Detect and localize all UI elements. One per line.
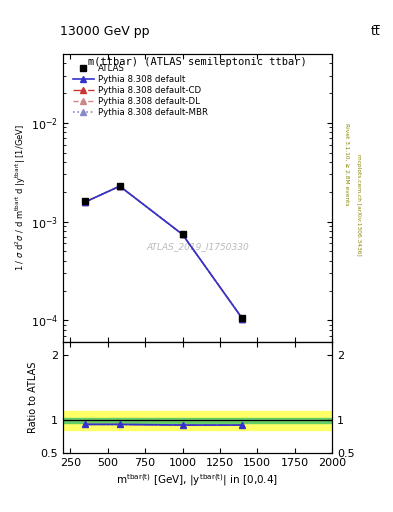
Legend: ATLAS, Pythia 8.308 default, Pythia 8.308 default-CD, Pythia 8.308 default-DL, P: ATLAS, Pythia 8.308 default, Pythia 8.30… [73, 64, 208, 117]
Pythia 8.308 default-DL [118, 183, 122, 189]
Line: Pythia 8.308 default-CD: Pythia 8.308 default-CD [83, 183, 245, 322]
Pythia 8.308 default-DL [180, 231, 185, 238]
Pythia 8.308 default-CD [180, 231, 185, 238]
ATLAS [83, 198, 88, 204]
Y-axis label: 1 / $\sigma$ d$^2\sigma$ / d m$^{\mathregular{tbar\mathregular{t}}}$ d |y$^{\mat: 1 / $\sigma$ d$^2\sigma$ / d m$^{\mathre… [13, 124, 28, 271]
Pythia 8.308 default [83, 199, 88, 205]
Pythia 8.308 default-MBR [118, 183, 122, 189]
Text: tt̅: tt̅ [371, 25, 380, 38]
Text: mcplots.cern.ch [arXiv:1306.3436]: mcplots.cern.ch [arXiv:1306.3436] [356, 154, 361, 255]
Pythia 8.308 default [180, 231, 185, 238]
Pythia 8.308 default-CD [118, 183, 122, 189]
X-axis label: m$^{\mathregular{tbar(t)}}$ [GeV], |y$^{\mathregular{tbar(t)}}$| in [0,0.4]: m$^{\mathregular{tbar(t)}}$ [GeV], |y$^{… [116, 472, 279, 488]
Pythia 8.308 default-DL [83, 199, 88, 205]
Pythia 8.308 default [118, 183, 122, 189]
Line: Pythia 8.308 default-MBR: Pythia 8.308 default-MBR [83, 183, 245, 322]
Text: Rivet 3.1.10, ≥ 2.8M events: Rivet 3.1.10, ≥ 2.8M events [344, 122, 349, 205]
ATLAS [240, 315, 245, 321]
ATLAS [180, 231, 185, 237]
ATLAS [118, 183, 122, 189]
Y-axis label: Ratio to ATLAS: Ratio to ATLAS [28, 362, 38, 433]
Pythia 8.308 default [240, 315, 245, 322]
Text: m(ttbar) (ATLAS semileptonic ttbar): m(ttbar) (ATLAS semileptonic ttbar) [88, 57, 307, 67]
Bar [63, 411, 332, 430]
Pythia 8.308 default-MBR [83, 199, 88, 205]
Text: ATLAS_2019_I1750330: ATLAS_2019_I1750330 [146, 243, 249, 251]
Line: ATLAS: ATLAS [82, 182, 246, 322]
Text: 13000 GeV pp: 13000 GeV pp [60, 25, 150, 38]
Pythia 8.308 default-CD [240, 315, 245, 322]
Pythia 8.308 default-MBR [240, 315, 245, 322]
Pythia 8.308 default-CD [83, 199, 88, 205]
Pythia 8.308 default-MBR [180, 231, 185, 238]
Line: Pythia 8.308 default: Pythia 8.308 default [82, 183, 246, 322]
Pythia 8.308 default-DL [240, 315, 245, 322]
Bar [63, 418, 332, 423]
Line: Pythia 8.308 default-DL: Pythia 8.308 default-DL [83, 183, 245, 322]
